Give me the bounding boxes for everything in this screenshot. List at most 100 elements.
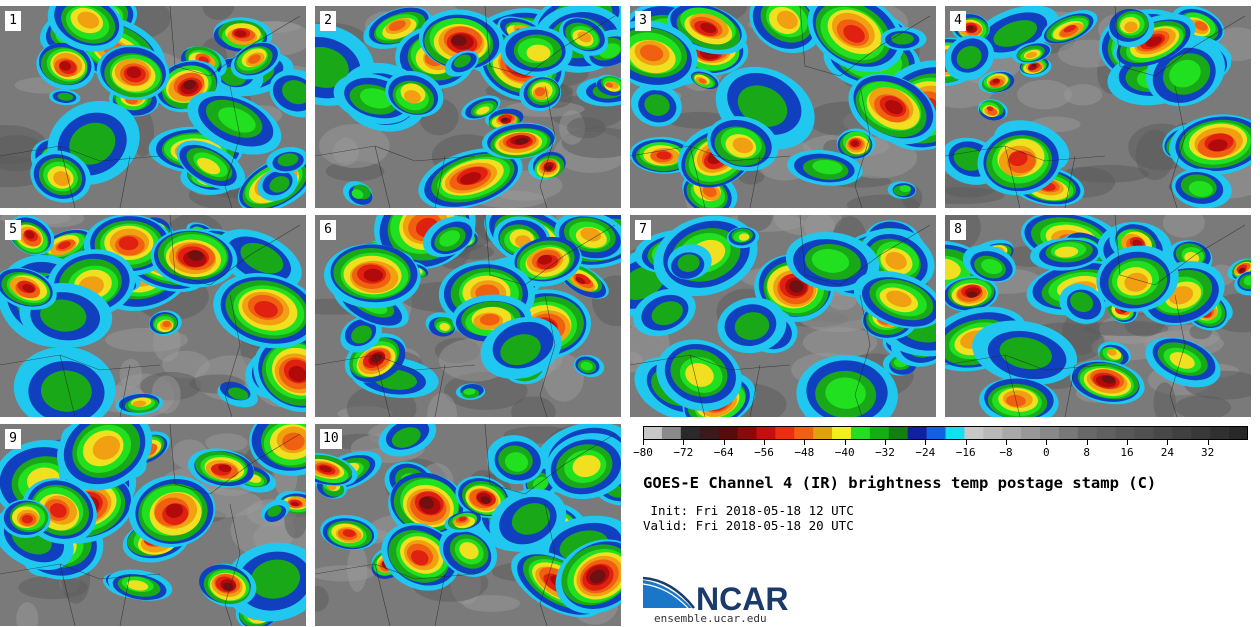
ensemble-member-panel: 6 <box>315 215 621 417</box>
cloud-top-contour <box>359 88 393 109</box>
colorbar-tick <box>804 440 806 445</box>
colorbar-segment <box>1021 426 1041 440</box>
cloud-top-contour <box>419 496 435 510</box>
colorbar-segment <box>1210 426 1230 440</box>
surface-texture <box>566 116 606 139</box>
cloud-top-contour <box>451 35 467 47</box>
colorbar-tick-label: −40 <box>834 446 855 459</box>
state-boundary-line <box>59 563 76 626</box>
surface-texture <box>1069 164 1149 183</box>
state-boundary-line <box>224 294 241 417</box>
ir-map-image <box>315 424 621 626</box>
state-boundary-line <box>434 364 446 417</box>
logo-url: ensemble.ucar.edu <box>654 612 767 625</box>
surface-texture <box>802 327 878 359</box>
surface-texture <box>511 396 556 417</box>
cloud-top-contour <box>572 455 601 478</box>
cloud-top-contour <box>267 505 282 517</box>
colorbar-tick-label: −8 <box>999 446 1013 459</box>
state-boundary-line <box>630 354 791 371</box>
colorbar-tick <box>683 440 685 445</box>
cloud-top-contour <box>1025 51 1037 59</box>
cloud-top-contour <box>351 325 372 344</box>
cloud-top-contour <box>50 503 67 518</box>
ensemble-member-panel: 8 <box>945 215 1251 417</box>
state-boundary-line <box>524 433 616 495</box>
state-boundary-line <box>945 145 1106 162</box>
colorbar-tick <box>1167 440 1169 445</box>
cloud-top-contour <box>162 320 171 328</box>
colorbar-segment <box>680 426 701 440</box>
member-label: 9 <box>5 429 21 449</box>
state-boundary-line <box>224 85 241 208</box>
colorbar-tick <box>925 440 927 445</box>
cloud-top-contour <box>453 54 471 68</box>
cloud-top-contour <box>812 159 843 175</box>
cloud-top-contour <box>850 140 859 147</box>
colorbar-tick-label: −56 <box>754 446 774 459</box>
surface-texture <box>119 358 142 389</box>
colorbar-tick <box>965 440 967 445</box>
colorbar-tick <box>844 440 846 445</box>
cloud-top-contour <box>1243 275 1251 286</box>
cloud-top-contour <box>439 230 461 247</box>
state-boundary-line <box>315 354 476 371</box>
state-boundary-line <box>1114 215 1156 286</box>
state-boundary-line <box>945 354 1106 371</box>
surface-texture <box>332 137 359 166</box>
cloud-top-contour <box>732 137 754 154</box>
cloud-top-contour <box>899 185 911 193</box>
cloud-top-contour <box>639 44 664 62</box>
cloud-top-contour <box>545 165 553 171</box>
cloud-top-contour <box>459 542 479 560</box>
state-boundary-line <box>119 155 131 208</box>
state-boundary-line <box>524 224 616 286</box>
cloud-top-contour <box>351 189 364 199</box>
state-boundary-line <box>209 15 301 77</box>
surface-texture <box>202 6 235 20</box>
colorbar-tick-label: −80 <box>633 446 653 459</box>
cloud-top-contour <box>1124 21 1138 33</box>
state-boundary-line <box>169 424 211 495</box>
cloud-top-contour <box>126 580 149 591</box>
surface-texture <box>1153 382 1176 417</box>
ensemble-member-panel: 7 <box>630 215 936 417</box>
ensemble-member-panel: 2 <box>315 6 621 208</box>
cloud-top-contour <box>500 334 541 366</box>
cloud-top-contour <box>1188 180 1213 197</box>
colorbar-tick-label: −64 <box>713 446 734 459</box>
cloud-top-contour <box>248 54 261 64</box>
state-boundary-line <box>1064 155 1076 208</box>
state-boundary-line <box>1169 294 1186 417</box>
cloud-top-contour <box>605 82 614 88</box>
colorbar-segment <box>775 426 795 440</box>
state-boundary-line <box>1154 15 1246 77</box>
cloud-top-contour <box>1070 292 1094 313</box>
cloud-top-contour <box>575 273 591 285</box>
state-boundary-line <box>539 503 556 626</box>
surface-texture <box>347 544 368 592</box>
state-boundary-line <box>799 6 841 77</box>
cloud-top-contour <box>240 242 284 274</box>
cloud-top-contour <box>218 464 232 473</box>
cloud-top-contour <box>501 117 509 122</box>
cloud-top-contour <box>460 172 481 185</box>
colorbar-tick <box>723 440 725 445</box>
cloud-top-contour <box>22 284 35 293</box>
ensemble-member-panel: 9 <box>0 424 306 626</box>
cloud-top-contour <box>77 11 100 29</box>
cloud-top-contour <box>651 301 683 326</box>
state-boundary-line <box>630 145 791 162</box>
colorbar-segment <box>1134 426 1155 440</box>
state-boundary-line <box>524 15 616 77</box>
cloud-top-contour <box>458 516 467 522</box>
cloud-top-contour <box>956 46 982 69</box>
colorbar-segment <box>832 426 852 440</box>
cloud-top-contour <box>1124 272 1148 292</box>
cloud-top-contour <box>526 44 551 62</box>
cloud-top-contour <box>1194 21 1208 31</box>
cloud-top-contour <box>282 80 306 105</box>
state-boundary-line <box>1004 354 1021 417</box>
cloud-top-contour <box>577 31 592 43</box>
ir-map-image <box>945 215 1251 417</box>
